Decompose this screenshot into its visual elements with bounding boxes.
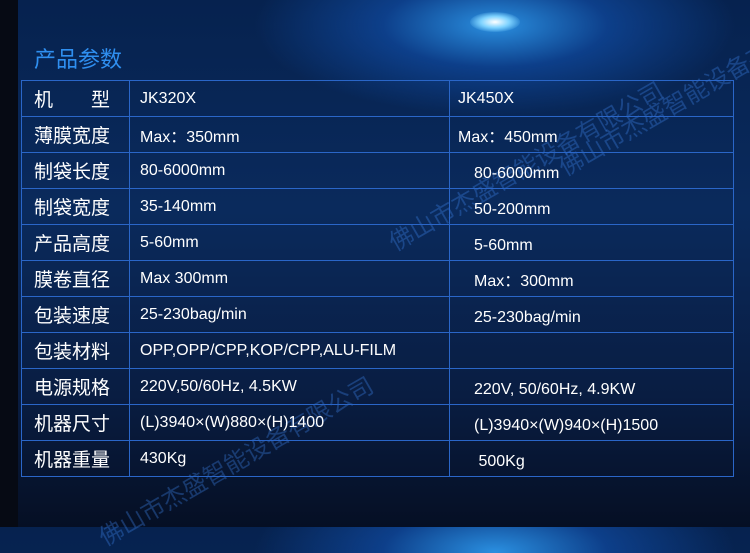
jk450x-value: 25-230bag/min xyxy=(449,296,734,333)
jk450x-value: 5-60mm xyxy=(449,224,734,261)
jk320x-value: Max：350mm xyxy=(129,116,450,153)
jk320x-value: 220V,50/60Hz, 4.5KW xyxy=(129,368,450,405)
jk320x-value: (L)3940×(W)880×(H)1400 xyxy=(129,404,450,441)
light-glow xyxy=(470,12,520,32)
jk320x-value: 25-230bag/min xyxy=(129,296,450,333)
table-row: 机 型 JK320X JK450X xyxy=(21,80,734,117)
jk320x-value: 35-140mm xyxy=(129,188,450,225)
table-row: 包装速度 25-230bag/min 25-230bag/min xyxy=(21,296,734,333)
table-row: 薄膜宽度 Max：350mm Max：450mm xyxy=(21,116,734,153)
jk320x-value: 5-60mm xyxy=(129,224,450,261)
jk450x-value: Max：450mm xyxy=(449,116,734,153)
table-row: 制袋宽度 35-140mm 50-200mm xyxy=(21,188,734,225)
spec-label: 包装速度 xyxy=(21,296,130,333)
table-row: 电源规格 220V,50/60Hz, 4.5KW 220V, 50/60Hz, 4… xyxy=(21,368,734,405)
spec-label: 制袋宽度 xyxy=(21,188,130,225)
table-row: 机器尺寸 (L)3940×(W)880×(H)1400 (L)3940×(W)94… xyxy=(21,404,734,441)
jk450x-value: 500Kg xyxy=(449,440,734,477)
spec-label: 机器尺寸 xyxy=(21,404,130,441)
spec-label: 机 型 xyxy=(21,80,130,117)
jk320x-value: 80-6000mm xyxy=(129,152,450,189)
jk450x-value xyxy=(449,332,734,369)
jk450x-value: 50-200mm xyxy=(449,188,734,225)
jk450x-value: 220V, 50/60Hz, 4.9KW xyxy=(449,368,734,405)
spec-label: 薄膜宽度 xyxy=(21,116,130,153)
table-row: 机器重量 430Kg 500Kg xyxy=(21,440,734,477)
spec-label: 产品高度 xyxy=(21,224,130,261)
jk450x-value: 80-6000mm xyxy=(449,152,734,189)
jk320x-value: Max 300mm xyxy=(129,260,450,297)
spec-label: 机器重量 xyxy=(21,440,130,477)
table-row: 制袋长度 80-6000mm 80-6000mm xyxy=(21,152,734,189)
spec-label: 包装材料 xyxy=(21,332,130,369)
jk320x-value: JK320X xyxy=(129,80,450,117)
spec-label: 电源规格 xyxy=(21,368,130,405)
table-row: 膜卷直径 Max 300mm Max：300mm xyxy=(21,260,734,297)
table-row: 产品高度 5-60mm 5-60mm xyxy=(21,224,734,261)
spec-label: 制袋长度 xyxy=(21,152,130,189)
jk450x-value: (L)3940×(W)940×(H)1500 xyxy=(449,404,734,441)
spec-label: 膜卷直径 xyxy=(21,260,130,297)
jk320x-value: 430Kg xyxy=(129,440,450,477)
left-bar xyxy=(0,0,18,527)
jk450x-value: JK450X xyxy=(449,80,734,117)
jk450x-value: Max：300mm xyxy=(449,260,734,297)
table-row: 包装材料 OPP,OPP/CPP,KOP/CPP,ALU-FILM xyxy=(21,332,734,369)
jk320x-value: OPP,OPP/CPP,KOP/CPP,ALU-FILM xyxy=(129,332,450,369)
page-title: 产品参数 xyxy=(34,48,123,73)
spec-table: 机 型 JK320X JK450X 薄膜宽度 Max：350mm Max：450mm 制袋长… xyxy=(21,80,734,477)
